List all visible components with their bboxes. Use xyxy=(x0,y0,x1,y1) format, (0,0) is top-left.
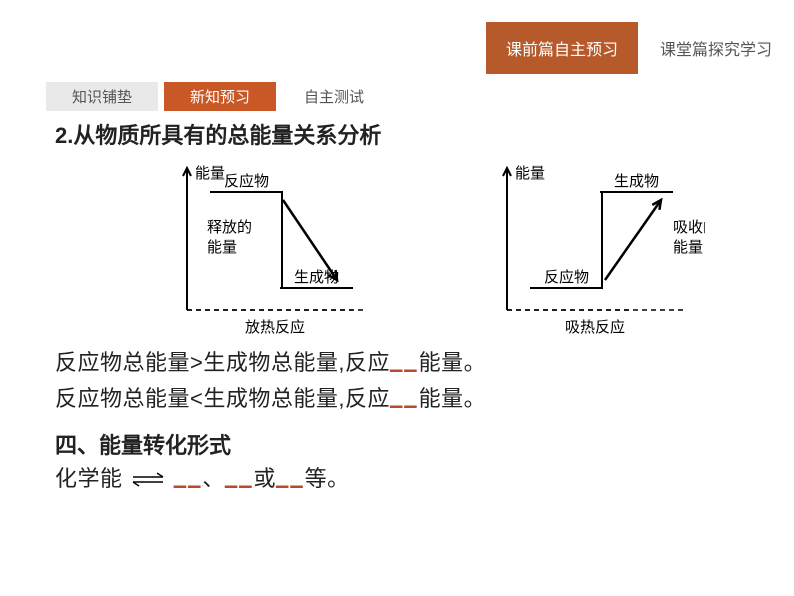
blank-1: ▁▁ xyxy=(390,355,419,372)
blank-2: ▁▁ xyxy=(390,391,419,408)
subtab-3[interactable]: 自主测试 xyxy=(282,82,390,111)
heading-2: 2.从物质所具有的总能量关系分析 xyxy=(55,118,764,150)
heading-4: 四、能量转化形式 xyxy=(55,428,764,460)
svg-text:生成物: 生成物 xyxy=(613,173,658,190)
svg-text:吸热反应: 吸热反应 xyxy=(564,318,624,336)
subtab-1[interactable]: 知识铺垫 xyxy=(46,82,158,111)
svg-text:反应物: 反应物 xyxy=(223,172,268,190)
double-arrow-icon xyxy=(129,470,167,488)
svg-text:放热反应: 放热反应 xyxy=(244,318,304,336)
text-line-1: 反应物总能量>生成物总能量,反应▁▁能量。 xyxy=(55,346,764,380)
content-area: 2.从物质所具有的总能量关系分析 能量反应物生成物释放的能量放热反应 能量生成物… xyxy=(55,118,764,496)
subtab-2[interactable]: 新知预习 xyxy=(164,82,276,111)
svg-text:能量: 能量 xyxy=(515,165,545,182)
energy-diagram-exothermic: 能量反应物生成物释放的能量放热反应 xyxy=(155,160,385,340)
svg-text:能量: 能量 xyxy=(195,165,225,182)
top-tab-class[interactable]: 课堂篇探究学习 xyxy=(638,22,794,74)
diagrams: 能量反应物生成物释放的能量放热反应 能量生成物反应物吸收的能量吸热反应 xyxy=(95,160,764,340)
blank-5: ▁▁ xyxy=(276,471,305,488)
svg-text:吸收的: 吸收的 xyxy=(673,219,705,236)
svg-text:能量: 能量 xyxy=(673,239,703,256)
svg-text:反应物: 反应物 xyxy=(543,268,588,286)
top-tab-preview[interactable]: 课前篇自主预习 xyxy=(486,22,638,74)
text-line-3: 化学能 ▁▁、▁▁或▁▁等。 xyxy=(55,462,764,496)
text-line-2: 反应物总能量<生成物总能量,反应▁▁能量。 xyxy=(55,382,764,416)
svg-text:能量: 能量 xyxy=(207,239,237,256)
svg-text:释放的: 释放的 xyxy=(207,219,252,236)
blank-3: ▁▁ xyxy=(174,471,203,488)
blank-4: ▁▁ xyxy=(225,471,254,488)
energy-diagram-endothermic: 能量生成物反应物吸收的能量吸热反应 xyxy=(475,160,705,340)
